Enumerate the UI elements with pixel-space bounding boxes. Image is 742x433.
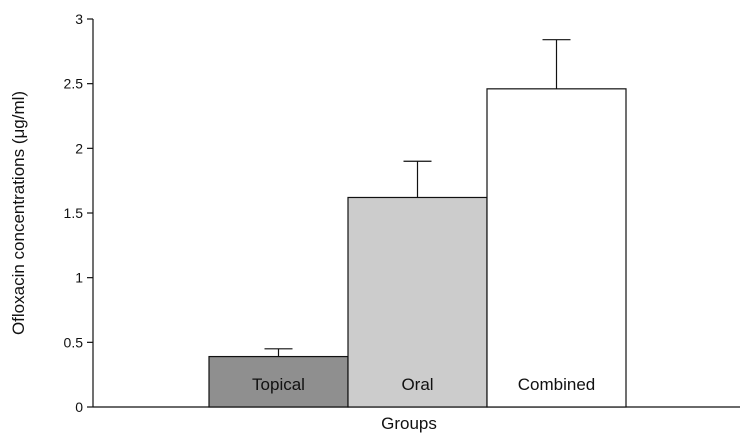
y-tick-label: 2.5 <box>64 76 84 92</box>
y-tick-label: 3 <box>75 11 83 27</box>
bar-label-combined: Combined <box>518 375 596 394</box>
bar-combined <box>486 88 627 408</box>
bar-labels: Topical Oral Combined <box>252 375 595 394</box>
error-bars <box>264 39 571 357</box>
y-tick-label: 1.5 <box>64 205 84 221</box>
bar-label-topical: Topical <box>252 375 305 394</box>
y-axis-title: Ofloxacin concentrations (μg/ml) <box>9 91 28 335</box>
bar-label-oral: Oral <box>401 375 433 394</box>
bars <box>208 88 627 408</box>
bar-oral <box>347 196 488 408</box>
y-tick-label: 2 <box>75 140 83 156</box>
x-axis-title: Groups <box>381 414 437 433</box>
y-tick-label: 1 <box>75 270 83 286</box>
y-tick-label: 0.5 <box>64 334 84 350</box>
y-tick-label: 0 <box>75 399 83 415</box>
y-ticks: 0 0.5 1 1.5 2 2.5 3 <box>64 11 93 415</box>
